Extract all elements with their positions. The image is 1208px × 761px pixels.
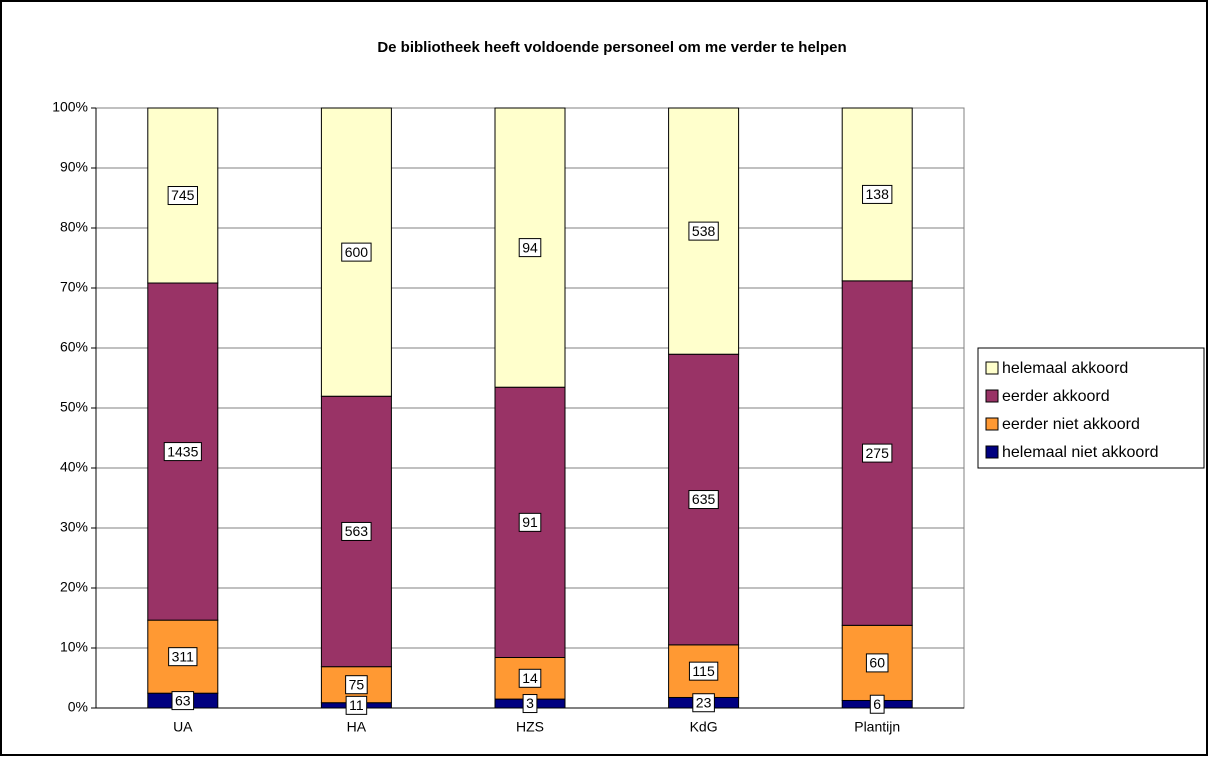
data-label-box: [518, 238, 542, 258]
legend-label: eerder niet akkoord: [1002, 416, 1140, 433]
y-tick-label: 40%: [60, 459, 88, 475]
data-label: 115: [692, 663, 715, 679]
data-label: 75: [349, 676, 365, 692]
data-label: 63: [175, 692, 191, 708]
y-tick-label: 60%: [60, 339, 88, 355]
x-tick-label: Plantijn: [854, 719, 900, 735]
data-label-box: [163, 442, 202, 462]
y-tick-label: 90%: [60, 159, 88, 175]
data-label-box: [518, 668, 542, 688]
data-label: 311: [172, 648, 195, 664]
data-label-box: [522, 694, 538, 714]
data-label: 563: [345, 523, 369, 539]
data-label-box: [167, 186, 198, 206]
y-tick-label: 100%: [52, 99, 88, 115]
data-label-box: [688, 661, 719, 681]
data-label: 11: [349, 697, 364, 713]
legend-label: helemaal akkoord: [1002, 360, 1128, 377]
chart-title: De bibliotheek heeft voldoende personeel…: [377, 39, 846, 56]
legend-label: eerder akkoord: [1002, 388, 1110, 405]
x-tick-label: HZS: [516, 719, 544, 735]
data-label: 14: [522, 670, 538, 686]
data-label: 138: [866, 186, 890, 202]
data-label-box: [171, 691, 195, 711]
data-label: 23: [696, 694, 712, 710]
data-label: 635: [692, 491, 716, 507]
data-label: 275: [866, 445, 890, 461]
y-tick-label: 50%: [60, 399, 88, 415]
data-label-box: [168, 647, 198, 667]
data-label-box: [865, 653, 889, 673]
y-tick-label: 20%: [60, 579, 88, 595]
data-label: 1435: [167, 443, 198, 459]
data-label: 60: [869, 655, 885, 671]
y-tick-label: 0%: [68, 699, 88, 715]
data-label: 6: [873, 696, 881, 712]
data-label-box: [688, 221, 719, 241]
x-tick-label: HA: [347, 719, 367, 735]
data-label: 745: [171, 187, 195, 203]
data-label: 94: [522, 239, 538, 255]
legend-swatch: [985, 389, 999, 403]
y-tick-label: 30%: [60, 519, 88, 535]
bar-segment: [668, 353, 740, 646]
data-label: 3: [526, 695, 534, 711]
data-label-box: [345, 695, 368, 715]
y-tick-label: 70%: [60, 279, 88, 295]
x-tick-label: KdG: [690, 719, 718, 735]
data-label-box: [692, 693, 715, 713]
y-tick-label: 80%: [60, 219, 88, 235]
data-label-box: [869, 694, 885, 714]
data-label-box: [862, 184, 893, 204]
data-label-box: [341, 242, 372, 262]
legend-label: helemaal niet akkoord: [1002, 444, 1159, 461]
data-label: 538: [692, 223, 716, 239]
legend-swatch: [985, 361, 999, 375]
data-label-box: [688, 490, 719, 510]
data-label-box: [862, 443, 893, 463]
data-label-box: [345, 675, 368, 695]
data-label: 91: [522, 514, 538, 530]
data-label-box: [341, 521, 372, 541]
data-label-box: [518, 512, 542, 532]
legend-swatch: [985, 445, 999, 459]
legend: [977, 347, 1205, 469]
y-tick-label: 10%: [60, 639, 88, 655]
x-tick-label: UA: [173, 719, 193, 735]
legend-swatch: [985, 417, 999, 431]
data-label: 600: [345, 244, 369, 260]
